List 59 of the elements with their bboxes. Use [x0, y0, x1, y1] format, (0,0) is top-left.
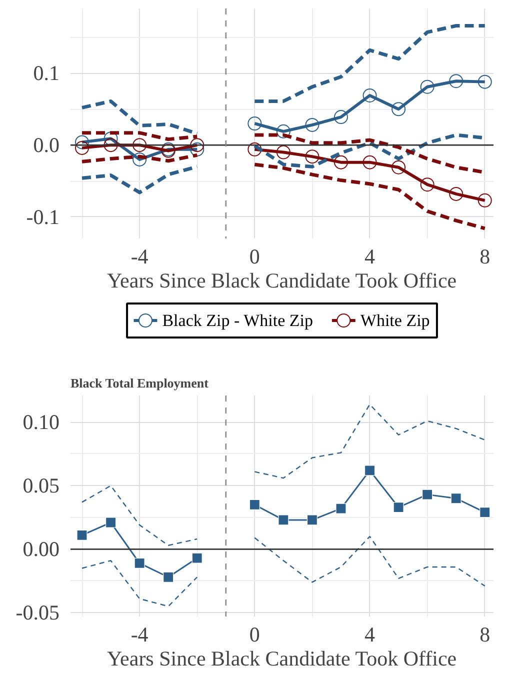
point	[420, 178, 434, 192]
y-tick-label: 0.05	[22, 474, 60, 498]
point	[362, 155, 377, 170]
x-tick-label: 0	[249, 244, 260, 268]
point	[334, 110, 348, 124]
point	[248, 142, 262, 156]
point	[393, 502, 404, 513]
point	[362, 88, 377, 102]
point	[132, 152, 147, 166]
point	[190, 142, 204, 156]
point	[276, 145, 290, 160]
point	[163, 572, 174, 582]
point	[278, 514, 289, 526]
point	[336, 503, 346, 514]
chart-title: Black Total Employment	[70, 376, 210, 390]
x-tick-label: 8	[480, 622, 490, 646]
x-tick-label: -4	[130, 622, 149, 646]
point	[450, 493, 462, 504]
x-axis-title: Years Since Black Candidate Took Office	[106, 268, 457, 292]
point	[478, 74, 492, 89]
x-tick-label: -4	[130, 244, 149, 268]
point	[105, 517, 116, 528]
x-axis-title: Years Since Black Candidate Took Office	[106, 646, 457, 670]
point	[480, 507, 490, 518]
point	[364, 465, 376, 476]
y-tick-label: 0.1	[33, 61, 60, 86]
y-tick-label: 0.10	[22, 410, 60, 434]
point	[134, 558, 145, 568]
legend-label: Black Zip - White Zip	[162, 311, 313, 330]
point	[76, 530, 88, 541]
point	[305, 150, 320, 164]
point	[249, 499, 260, 510]
point	[248, 116, 262, 130]
y-tick-label: -0.1	[26, 204, 60, 229]
point	[420, 80, 434, 94]
point	[334, 155, 348, 170]
point	[104, 138, 118, 152]
point	[392, 160, 406, 174]
point	[132, 138, 147, 152]
point	[75, 140, 90, 155]
x-tick-label: 4	[364, 244, 376, 268]
point	[478, 193, 492, 208]
y-tick-label: 0.0	[33, 133, 60, 158]
point	[75, 135, 90, 150]
x-tick-label: 4	[364, 622, 376, 646]
point	[449, 186, 464, 201]
y-tick-label: 0.00	[22, 537, 60, 562]
legend-label: White Zip	[360, 311, 430, 330]
x-tick-label: 8	[480, 244, 490, 268]
point	[449, 74, 464, 88]
point	[392, 102, 406, 116]
point	[192, 552, 202, 564]
point	[422, 489, 433, 500]
point	[276, 124, 290, 138]
point	[306, 514, 318, 526]
y-tick-label: -0.05	[16, 600, 60, 625]
point	[305, 118, 320, 132]
point	[190, 138, 204, 152]
x-tick-label: 0	[249, 622, 260, 646]
